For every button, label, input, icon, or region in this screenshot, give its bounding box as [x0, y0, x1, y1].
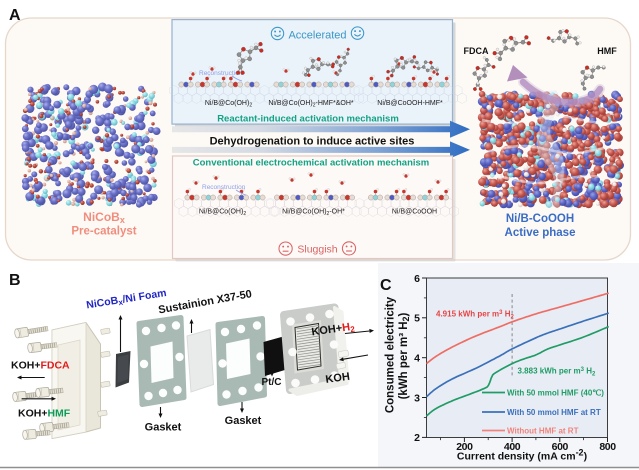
svg-text:Gasket: Gasket [225, 415, 262, 427]
svg-text:C: C [380, 277, 392, 294]
svg-text:400: 400 [504, 441, 521, 453]
svg-text:Conventional electrochemical a: Conventional electrochemical activation … [193, 158, 430, 169]
svg-text:Reconstruction: Reconstruction [199, 70, 243, 77]
svg-text:Ni/B@Co(OH)2: Ni/B@Co(OH)2 [199, 209, 246, 218]
svg-text:Gasket: Gasket [145, 422, 182, 434]
svg-text:3.883 kWh per m3 H2: 3.883 kWh per m3 H2 [518, 367, 596, 378]
svg-text:Ni/B@CoOOH-HMF*: Ni/B@CoOOH-HMF* [377, 100, 443, 107]
svg-text:3: 3 [414, 392, 420, 404]
svg-text:With 50 mmol HMF at RT: With 50 mmol HMF at RT [507, 408, 601, 417]
svg-text:A: A [9, 7, 21, 24]
svg-text:2: 2 [414, 432, 420, 444]
svg-text:Accelerated: Accelerated [288, 30, 346, 42]
svg-text:Ni/B@Co(OH)2-HMF*&OH*: Ni/B@Co(OH)2-HMF*&OH* [268, 100, 354, 109]
svg-text:Without HMF at RT: Without HMF at RT [507, 427, 579, 436]
svg-text:Ni/B-CoOOH: Ni/B-CoOOH [506, 213, 574, 225]
svg-text:KOH+HMF: KOH+HMF [18, 408, 71, 420]
svg-text:Active phase: Active phase [505, 227, 576, 239]
svg-text:B: B [9, 272, 21, 289]
svg-text:6: 6 [414, 273, 420, 285]
svg-text:800: 800 [599, 441, 616, 453]
svg-text:Ni/B@Co(OH)2: Ni/B@Co(OH)2 [205, 100, 252, 109]
svg-text:Sluggish: Sluggish [297, 244, 337, 256]
svg-text:(kWh per m³ H2): (kWh per m³ H2) [398, 312, 411, 399]
svg-text:Ni/B@CoOOH: Ni/B@CoOOH [392, 209, 437, 216]
svg-text:Ni/B@Co(OH)2-OH*: Ni/B@Co(OH)2-OH* [282, 209, 345, 218]
svg-text:600: 600 [552, 441, 569, 453]
svg-text:Consumed electricity: Consumed electricity [385, 296, 397, 413]
svg-text:Pt/C: Pt/C [262, 377, 282, 388]
svg-text:Reactant-induced activation me: Reactant-induced activation mechanism [217, 114, 399, 125]
svg-text:KOH+FDCA: KOH+FDCA [11, 360, 70, 372]
svg-text:With 50 mmol HMF (40℃): With 50 mmol HMF (40℃) [507, 389, 604, 398]
svg-text:Current density (mA cm-2): Current density (mA cm-2) [457, 448, 587, 463]
svg-text:4.915 kWh per m3 H2: 4.915 kWh per m3 H2 [436, 310, 514, 321]
svg-text:FDCA: FDCA [464, 46, 489, 56]
svg-text:NiCoBx: NiCoBx [83, 210, 125, 225]
svg-text:200: 200 [456, 441, 473, 453]
svg-text:Reconstruction: Reconstruction [202, 184, 246, 191]
svg-text:Pre-catalyst: Pre-catalyst [71, 226, 136, 238]
svg-text:Dehydrogenation to induce acti: Dehydrogenation to induce active sites [210, 136, 415, 148]
svg-text:4: 4 [414, 353, 420, 365]
svg-text:KOH: KOH [325, 371, 351, 386]
svg-text:HMF: HMF [597, 46, 617, 56]
svg-text:5: 5 [414, 313, 420, 325]
